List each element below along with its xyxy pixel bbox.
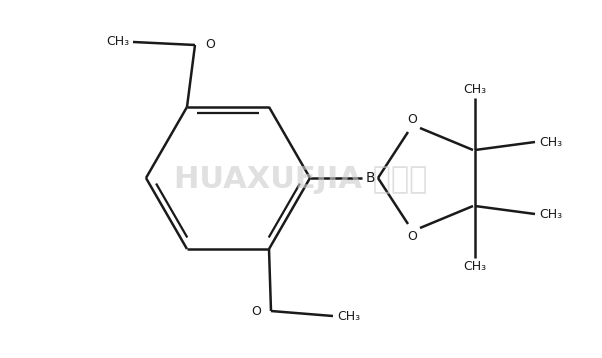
Text: CH₃: CH₃ bbox=[106, 35, 129, 48]
Text: HUAXUEJIA 化学加: HUAXUEJIA 化学加 bbox=[175, 164, 427, 194]
Text: O: O bbox=[407, 113, 417, 126]
Text: CH₃: CH₃ bbox=[539, 135, 562, 149]
Text: CH₃: CH₃ bbox=[464, 83, 486, 96]
Text: CH₃: CH₃ bbox=[539, 208, 562, 221]
Text: O: O bbox=[205, 39, 215, 52]
Text: O: O bbox=[251, 305, 261, 318]
Text: CH₃: CH₃ bbox=[464, 260, 486, 273]
Text: O: O bbox=[407, 230, 417, 243]
Text: B: B bbox=[365, 171, 375, 185]
Text: CH₃: CH₃ bbox=[337, 310, 360, 323]
